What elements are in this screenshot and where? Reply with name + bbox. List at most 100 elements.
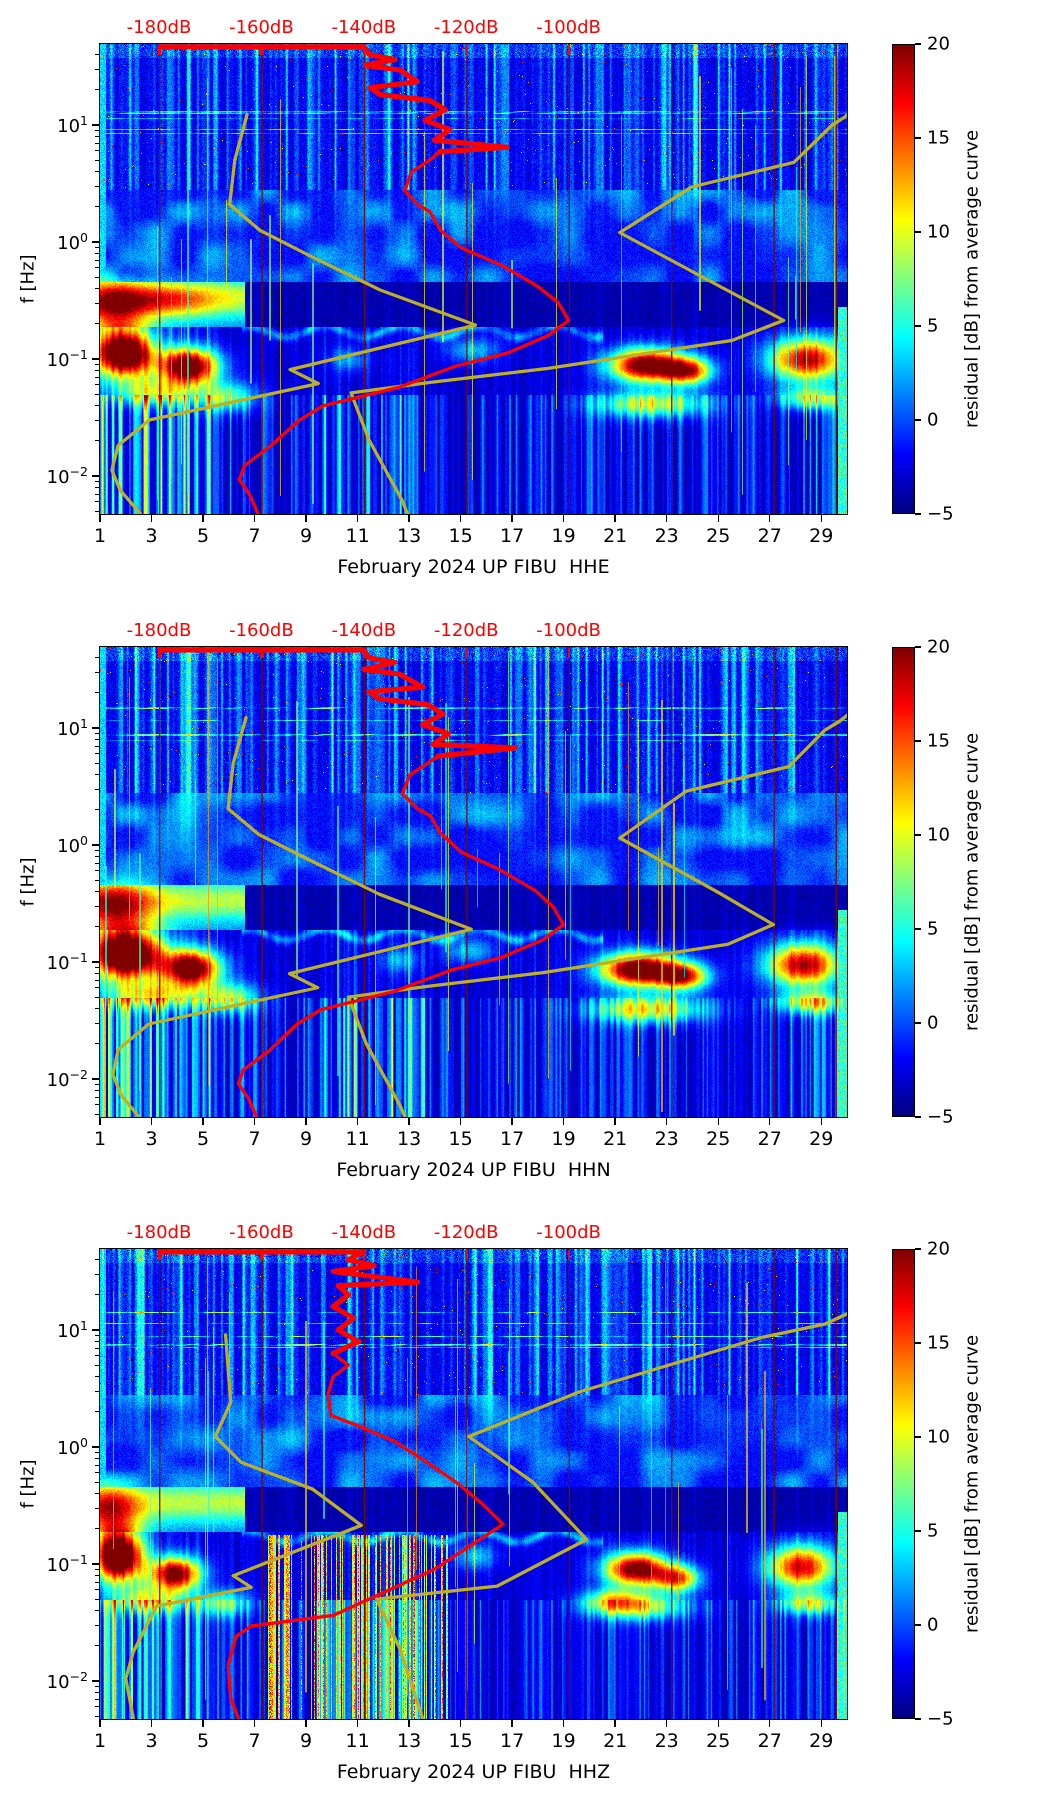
y-minor-tick bbox=[95, 486, 99, 488]
y-tick-base: 10 bbox=[46, 1555, 70, 1576]
x-tick bbox=[562, 515, 565, 522]
colorbar-tick-label: −5 bbox=[927, 1708, 954, 1730]
y-tick-base: 10 bbox=[57, 116, 81, 137]
x-tick-label: 25 bbox=[706, 1128, 731, 1150]
colorbar-tick bbox=[915, 1436, 921, 1438]
x-tick bbox=[459, 1720, 462, 1727]
y-tick-base: 10 bbox=[57, 719, 81, 740]
y-minor-tick bbox=[95, 129, 99, 131]
x-tick bbox=[820, 1118, 822, 1125]
top-db-label: -120dB bbox=[433, 1222, 499, 1243]
y-minor-tick bbox=[95, 142, 99, 144]
y-minor-tick bbox=[95, 849, 99, 851]
y-tick bbox=[92, 1680, 99, 1682]
y-minor-tick bbox=[95, 1043, 99, 1045]
y-tick bbox=[92, 241, 99, 243]
y-minor-tick bbox=[95, 369, 99, 371]
x-tick bbox=[769, 515, 771, 522]
y-minor-tick bbox=[95, 1507, 99, 1509]
x-tick-label: 13 bbox=[397, 1730, 422, 1752]
y-minor-tick bbox=[95, 972, 99, 974]
y-minor-tick bbox=[95, 1096, 99, 1098]
x-tick-label: 17 bbox=[500, 525, 525, 547]
x-tick bbox=[614, 1720, 616, 1727]
y-tick-base: 10 bbox=[57, 1438, 81, 1459]
y-minor-tick bbox=[95, 1528, 99, 1530]
y-tick-label: 100 bbox=[38, 1435, 88, 1459]
top-db-label: -160dB bbox=[229, 17, 294, 38]
spectrogram-canvas-HHN bbox=[100, 647, 847, 1117]
x-tick-label: 29 bbox=[809, 1128, 834, 1150]
y-minor-tick bbox=[95, 966, 99, 968]
colorbar-tick bbox=[915, 1718, 921, 1720]
y-minor-tick bbox=[95, 1364, 99, 1366]
y-tick-base: 10 bbox=[57, 1321, 81, 1342]
y-minor-tick bbox=[95, 1355, 99, 1357]
y-minor-tick bbox=[95, 393, 99, 395]
x-tick-label: 15 bbox=[448, 1128, 473, 1150]
y-tick-base: 10 bbox=[46, 953, 70, 974]
x-tick-label: 7 bbox=[248, 525, 261, 547]
top-db-tick bbox=[260, 1250, 263, 1260]
plot-title-HHN: February 2024 UP FIBU HHN bbox=[336, 1159, 611, 1181]
y-minor-tick bbox=[95, 1645, 99, 1647]
x-tick bbox=[459, 1118, 462, 1125]
y-minor-tick bbox=[95, 657, 99, 659]
y-minor-tick bbox=[95, 1715, 99, 1717]
x-tick-label: 21 bbox=[603, 1128, 628, 1150]
y-tick-label: 10−2 bbox=[38, 1669, 88, 1693]
colorbar-tick-label: 20 bbox=[927, 33, 950, 55]
x-tick-label: 9 bbox=[300, 525, 313, 547]
x-tick-label: 11 bbox=[345, 1730, 370, 1752]
y-minor-tick bbox=[95, 1493, 99, 1495]
top-db-label: -140dB bbox=[331, 620, 397, 641]
y-minor-tick bbox=[95, 171, 99, 173]
y-tick bbox=[92, 1078, 99, 1080]
top-db-label: -120dB bbox=[433, 17, 499, 38]
top-db-label: -140dB bbox=[331, 17, 397, 38]
spectrogram-canvas-HHZ bbox=[100, 1249, 847, 1719]
top-db-tick bbox=[567, 45, 571, 55]
x-tick bbox=[356, 1720, 359, 1727]
colorbar-label: residual [dB] from average curve bbox=[961, 732, 983, 1032]
x-tick bbox=[408, 1118, 410, 1125]
x-tick-label: 27 bbox=[757, 1128, 782, 1150]
colorbar-tick-label: 5 bbox=[927, 1520, 939, 1542]
y-minor-tick bbox=[95, 206, 99, 208]
x-tick-label: 17 bbox=[500, 1730, 525, 1752]
y-tick-exp: 1 bbox=[80, 716, 88, 731]
y-minor-tick bbox=[95, 1464, 99, 1466]
y-minor-tick bbox=[95, 135, 99, 137]
y-minor-tick bbox=[95, 493, 99, 495]
x-tick bbox=[820, 515, 822, 522]
top-db-tick bbox=[260, 45, 263, 55]
y-minor-tick bbox=[95, 979, 99, 981]
y-tick-label: 10−1 bbox=[38, 1552, 88, 1576]
y-minor-tick bbox=[95, 1334, 99, 1336]
y-minor-tick bbox=[95, 150, 99, 152]
y-tick bbox=[92, 1563, 99, 1565]
x-tick bbox=[150, 1720, 153, 1727]
y-minor-tick bbox=[95, 1411, 99, 1413]
y-minor-tick bbox=[95, 376, 99, 378]
y-minor-tick bbox=[95, 1481, 99, 1483]
colorbar-tick-label: −5 bbox=[927, 503, 954, 525]
colorbar-tick bbox=[915, 1530, 921, 1532]
y-minor-tick bbox=[95, 1568, 99, 1570]
x-tick-label: 9 bbox=[300, 1730, 313, 1752]
y-minor-tick bbox=[95, 1685, 99, 1687]
top-db-tick bbox=[362, 1250, 366, 1260]
top-db-label: -180dB bbox=[126, 620, 192, 641]
colorbar-tick-label: 0 bbox=[927, 409, 939, 431]
top-db-tick bbox=[567, 648, 571, 658]
colorbar-tick-label: 15 bbox=[927, 1332, 950, 1354]
y-tick-exp: 1 bbox=[80, 1318, 88, 1333]
x-tick bbox=[665, 1720, 668, 1727]
x-tick-label: 29 bbox=[809, 1730, 834, 1752]
top-db-label: -100dB bbox=[536, 17, 601, 38]
colorbar-tick bbox=[915, 231, 921, 233]
x-tick-label: 11 bbox=[345, 525, 370, 547]
y-minor-tick bbox=[95, 788, 99, 790]
y-minor-tick bbox=[95, 926, 99, 928]
x-tick bbox=[253, 1118, 256, 1125]
